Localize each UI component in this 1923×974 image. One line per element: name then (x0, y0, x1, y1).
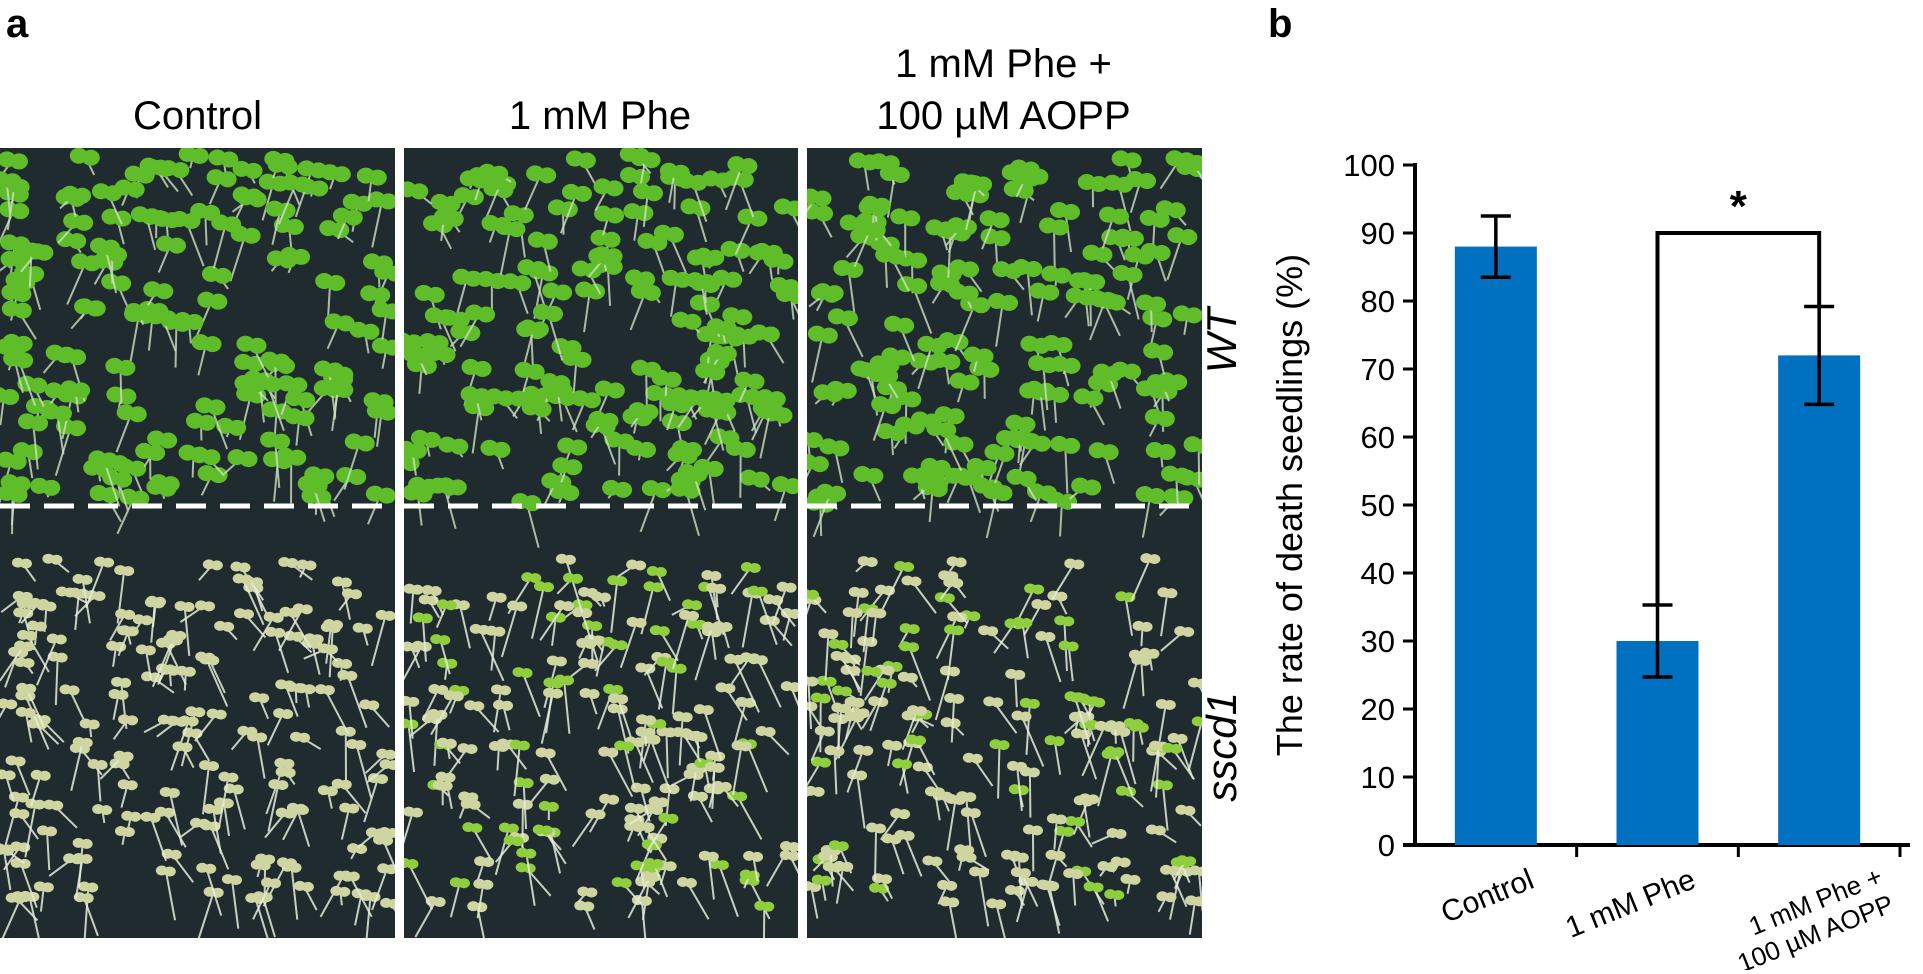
y-tick-label: 90 (1361, 216, 1395, 251)
error-bar (1480, 214, 1511, 279)
y-axis-label: The rate of death seedlings (%) (1269, 254, 1310, 756)
y-tick-label: 80 (1361, 284, 1395, 319)
death-rate-bar-chart: 0 10 20 30 40 50 60 70 80 90 100 The rate of death … (1269, 148, 1910, 970)
y-tick-label: 0 (1378, 828, 1395, 863)
y-tick-label: 70 (1361, 352, 1395, 387)
panel-a-letter: a (6, 2, 29, 46)
column-header-phe-aopp: 1 mM Phe + 100 µM AOPP (876, 42, 1131, 138)
y-tick-label: 20 (1361, 692, 1395, 727)
panel-b-letter: b (1268, 2, 1293, 46)
column-header-control: Control (133, 94, 262, 138)
x-tick-label: 1 mM Phe +100 µM AOPP (1722, 861, 1898, 970)
y-tick-label: 50 (1361, 488, 1395, 523)
seedling-photo-phe-aopp (807, 148, 1202, 938)
column-header-phe: 1 mM Phe (508, 94, 692, 138)
x-tick-label: Control (1436, 863, 1538, 930)
row-label-sscd1: sscd1 (1198, 692, 1245, 802)
bar (1454, 246, 1537, 846)
row-label-wt: WT (1198, 308, 1245, 374)
y-tick-label: 10 (1361, 760, 1395, 795)
significance-bracket (1655, 231, 1822, 605)
y-tick-label: 40 (1361, 556, 1395, 591)
bar (1778, 355, 1861, 845)
y-tick-label: 100 (1343, 148, 1395, 183)
x-tick-label: 1 mM Phe (1561, 863, 1700, 945)
significance-star: * (1730, 182, 1748, 231)
seedling-photo-phe (404, 148, 798, 938)
y-tick-label: 30 (1361, 624, 1395, 659)
y-tick-label: 60 (1361, 420, 1395, 455)
seedling-photo-control (0, 148, 395, 938)
